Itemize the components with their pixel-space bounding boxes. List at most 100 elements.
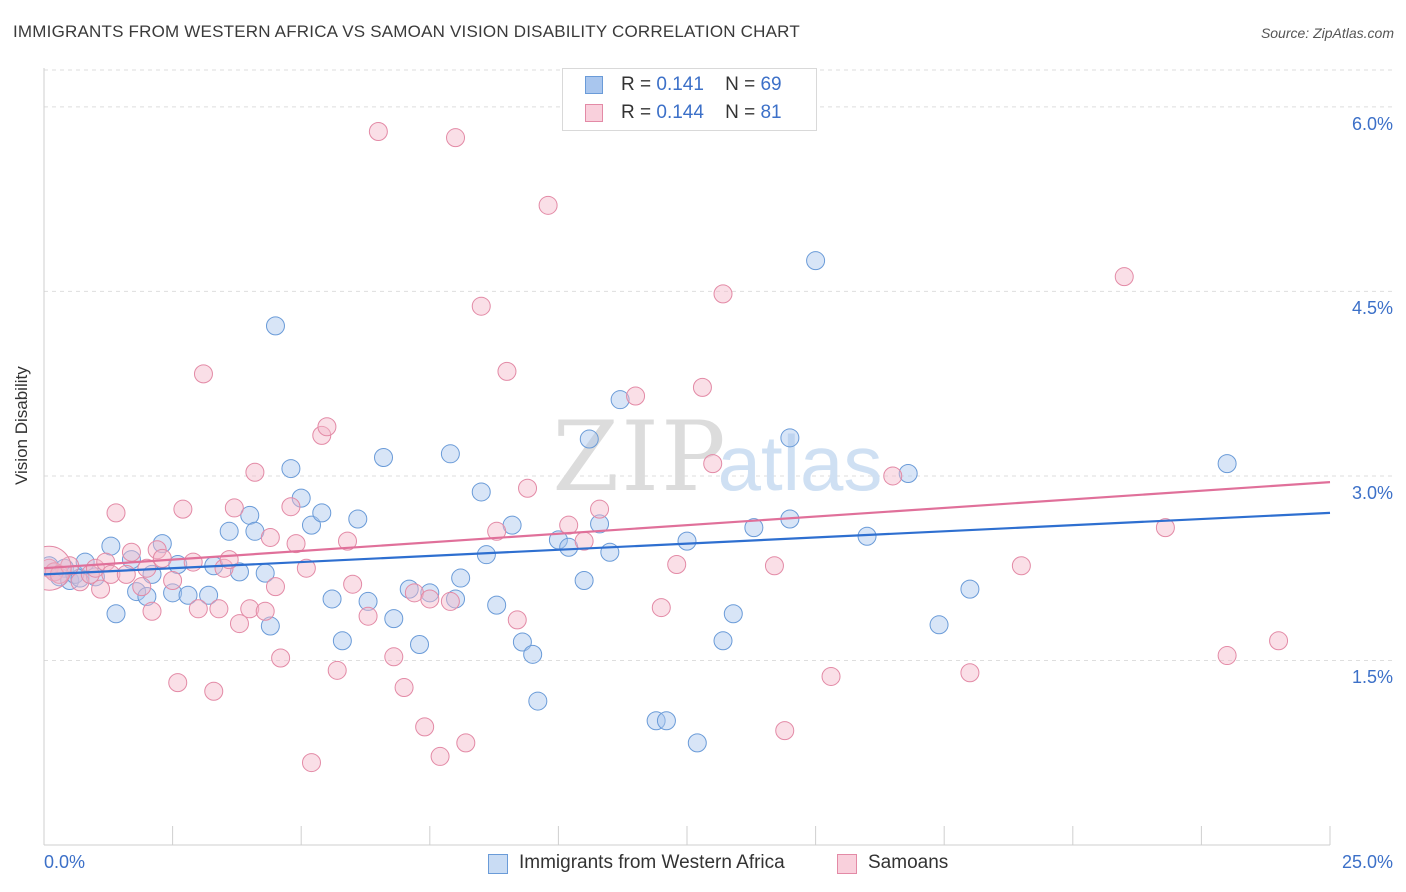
point-series0-60 [677,531,697,551]
point-series1-50 [415,717,435,737]
point-series1-72 [775,721,795,741]
point-series0-53 [574,571,594,591]
point-series0-45 [476,545,496,565]
legend-swatch-samoans [837,854,857,874]
point-series0-64 [744,518,764,538]
point-series0-31 [312,503,332,523]
svg-text:atlas: atlas [718,419,883,507]
point-series0-49 [523,644,543,664]
point-series1-44 [343,574,363,594]
point-series1-36 [281,497,301,517]
point-series1-64 [590,499,610,519]
point-series0-18 [178,585,198,605]
legend-series: Immigrants from Western Africa Samoans [0,852,1406,878]
point-series1-55 [456,733,476,753]
point-series1-33 [260,527,280,547]
point-series1-20 [173,499,193,519]
source-label: Source: ZipAtlas.com [1260,25,1394,41]
point-series1-70 [713,284,733,304]
point-series1-13 [132,577,152,597]
trend-lines [43,481,1331,576]
point-series0-36 [374,448,394,467]
legend-n-value: 81 [760,102,782,123]
point-series0-57 [610,390,630,410]
point-series1-15 [142,601,162,621]
point-series1-51 [420,589,440,609]
data-points [44,122,1289,773]
point-series0-34 [348,509,368,529]
legend-n-value: 69 [760,74,782,95]
point-series1-68 [692,377,712,397]
svg-text:ZIP: ZIP [552,401,727,513]
point-series0-38 [399,579,419,599]
point-series0-69 [898,463,918,483]
point-series0-59 [656,711,676,731]
legend-swatch-western-africa [585,76,603,94]
point-series1-35 [271,648,291,668]
axes [43,68,1331,846]
point-series1-28 [224,498,244,518]
point-series1-42 [327,660,347,680]
point-series1-31 [245,462,265,482]
y-tick-label-0: 1.5% [1351,667,1393,688]
point-series0-43 [451,568,471,588]
point-series0-50 [528,691,548,711]
point-series1-78 [1155,518,1175,538]
point-series1-67 [667,555,687,575]
point-series1-46 [368,122,388,142]
point-series1-37 [286,534,306,554]
point-series0-48 [512,632,532,652]
point-series1-80 [1269,631,1289,651]
y-tick-label-3: 6.0% [1351,113,1393,134]
point-series1-30 [240,599,260,619]
legend-r-label: R = [621,74,652,95]
point-series1-23 [193,364,213,384]
y-axis-label: Vision Disability [12,366,31,485]
point-series0-30 [301,515,321,535]
point-series0-44 [471,482,491,502]
point-series1-38 [296,558,316,578]
point-series1-11 [116,564,136,584]
chart-title: IMMIGRANTS FROM WESTERN AFRICA VS SAMOAN… [13,22,800,41]
point-series0-70 [929,615,949,635]
point-series0-72 [1217,454,1237,474]
point-series0-62 [713,631,733,651]
legend-stats: R = 0.141 N = 69 R = 0.144 N = 81 [562,68,817,131]
point-series1-58 [497,361,517,381]
trend-line-series1 [43,481,1331,570]
point-series1-73 [821,666,841,686]
point-series0-28 [281,459,301,479]
point-series1-59 [507,610,527,630]
x-tick-label-1: 25.0% [1341,852,1393,872]
point-series1-10 [106,503,126,523]
legend-label-samoans: Samoans [868,852,949,873]
point-series1-17 [152,548,172,568]
point-series1-71 [764,556,784,576]
legend-n-label: N = [725,74,756,95]
legend-n-label: N = [725,102,756,123]
point-series1-41 [317,417,337,437]
point-series1-43 [337,531,357,551]
point-series0-9 [101,536,121,556]
point-series0-41 [440,444,460,464]
point-series1-57 [487,521,507,541]
point-series1-60 [518,478,538,498]
point-series1-18 [163,571,183,591]
legend-r-value: 0.141 [656,74,704,95]
point-series1-75 [960,663,980,683]
point-series1-12 [121,542,141,562]
point-series0-35 [358,591,378,611]
point-series1-54 [446,128,466,148]
point-series1-79 [1217,646,1237,666]
point-series0-46 [487,595,507,615]
point-series0-33 [332,631,352,651]
point-series0-67 [806,251,826,271]
legend-label-western-africa: Immigrants from Western Africa [519,852,785,873]
point-series0-11 [121,550,141,570]
legend-r-label: R = [621,102,652,123]
point-series1-22 [188,599,208,619]
point-series0-54 [579,429,599,449]
point-series1-62 [559,515,579,535]
point-series1-74 [883,466,903,486]
